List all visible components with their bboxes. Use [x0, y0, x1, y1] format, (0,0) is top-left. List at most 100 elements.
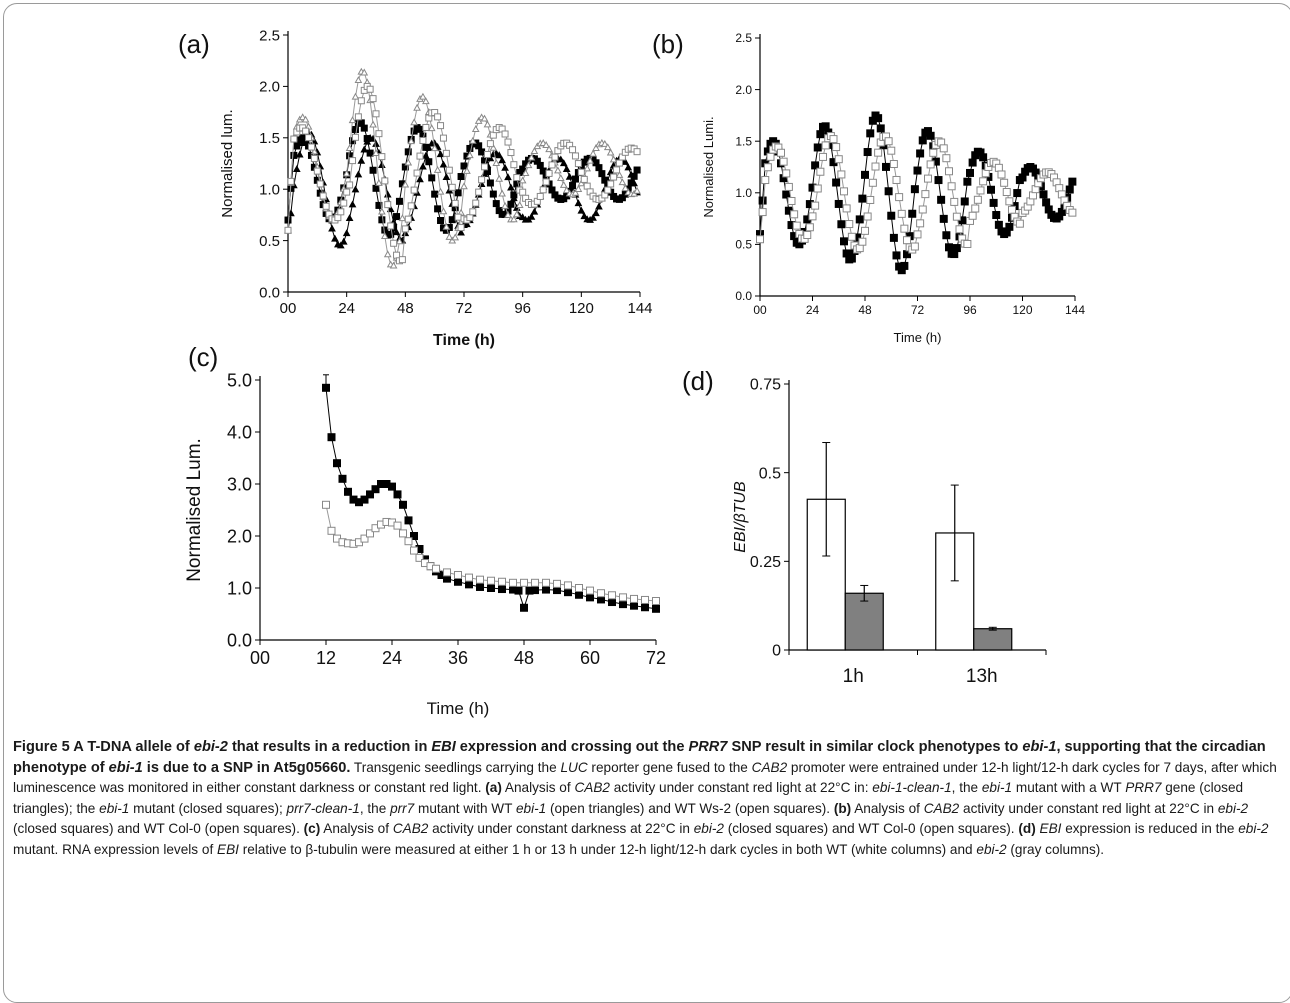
- caption-body-part: (d): [1018, 821, 1036, 836]
- y-tick-label: 0.5: [759, 465, 781, 482]
- data-point: [507, 183, 515, 191]
- data-point: [336, 241, 345, 249]
- data-point: [559, 180, 568, 188]
- data-point: [434, 113, 442, 121]
- data-point: [976, 186, 985, 195]
- caption-body-part: prr7: [390, 800, 415, 816]
- y-tick-label: 0.0: [259, 284, 280, 301]
- data-point: [968, 158, 977, 167]
- data-point: [389, 261, 398, 269]
- data-point: [460, 182, 468, 190]
- panel-label: (b): [652, 29, 684, 59]
- x-tick-label: 144: [627, 300, 652, 317]
- data-point: [779, 157, 788, 166]
- data-point: [903, 236, 911, 245]
- data-point: [360, 534, 369, 543]
- caption-body-part: Transgenic seedlings carrying the: [350, 759, 561, 775]
- data-point: [630, 594, 638, 603]
- data-point: [386, 205, 395, 213]
- data-point: [963, 239, 972, 248]
- data-point: [652, 604, 660, 613]
- data-point: [451, 199, 459, 207]
- data-point: [633, 166, 641, 174]
- data-point: [556, 155, 565, 163]
- x-tick-label: 72: [456, 300, 473, 317]
- data-point: [863, 212, 872, 221]
- data-point: [337, 208, 345, 216]
- x-tick-label: 60: [580, 648, 600, 668]
- data-point: [457, 228, 465, 236]
- data-point: [404, 158, 413, 166]
- data-point: [390, 239, 398, 247]
- data-point: [333, 459, 341, 468]
- caption-body-part: CAB2: [392, 821, 429, 836]
- data-point: [1068, 177, 1077, 186]
- y-tick-label: 1.5: [735, 134, 752, 148]
- data-point: [375, 201, 383, 209]
- data-point: [422, 143, 430, 151]
- x-tick-label: 24: [806, 303, 820, 317]
- data-point: [431, 190, 439, 198]
- data-point: [782, 169, 791, 178]
- data-point: [507, 200, 515, 208]
- y-tick-label: 4.0: [227, 422, 252, 442]
- data-point: [487, 576, 495, 585]
- data-point: [816, 167, 825, 176]
- data-point: [360, 68, 369, 76]
- data-point: [968, 211, 977, 220]
- data-point: [457, 224, 465, 232]
- data-point: [832, 178, 841, 187]
- data-point: [630, 172, 638, 180]
- panel-label: (c): [188, 342, 218, 372]
- caption-body-part: mutant with WT: [414, 800, 516, 816]
- data-point: [592, 209, 600, 217]
- data-point: [963, 177, 972, 186]
- data-point: [498, 577, 506, 586]
- caption-body-part: ebi-1: [99, 800, 130, 816]
- data-point: [340, 199, 348, 207]
- figure-caption: Figure 5 A T-DNA allele of ebi-2 that re…: [13, 737, 1278, 860]
- data-point: [575, 590, 583, 599]
- caption-body: Transgenic seedlings carrying the LUC re…: [13, 760, 1277, 857]
- data-point: [518, 213, 527, 221]
- panel-label: (d): [682, 366, 714, 396]
- data-point: [415, 553, 424, 562]
- x-tick-label: 120: [569, 300, 594, 317]
- data-point: [551, 153, 559, 161]
- data-point: [973, 195, 982, 204]
- x-tick-label: 72: [911, 303, 925, 317]
- data-point: [994, 220, 1003, 229]
- caption-body-part: reporter gene fused to the: [587, 759, 752, 775]
- y-tick-label: 1.0: [227, 578, 252, 598]
- data-point: [813, 184, 822, 193]
- data-point: [310, 154, 318, 162]
- data-point: [918, 205, 927, 214]
- data-point: [360, 145, 369, 153]
- data-point: [504, 138, 512, 146]
- data-point: [607, 180, 615, 188]
- caption-title-part: SNP result in similar clock phenotypes t…: [727, 739, 1023, 755]
- data-point: [787, 196, 796, 205]
- y-axis-label: EBI/βTUB: [732, 481, 749, 553]
- caption-title-part: is due to a SNP in At5g05660: [142, 759, 347, 776]
- data-point: [378, 216, 386, 224]
- data-point: [527, 153, 536, 161]
- caption-body-part: promoter were entrained under 12-h light…: [13, 759, 1277, 796]
- data-point: [1013, 189, 1022, 198]
- data-point: [492, 159, 501, 166]
- bar: [844, 592, 884, 651]
- caption-body-part: Analysis of: [851, 800, 924, 816]
- data-point: [419, 92, 427, 100]
- data-point: [847, 254, 856, 263]
- data-point: [803, 230, 812, 239]
- data-point: [498, 585, 506, 594]
- data-point: [468, 136, 477, 144]
- data-point: [604, 186, 612, 194]
- data-point: [507, 149, 515, 157]
- data-point: [816, 130, 825, 139]
- data-point: [758, 196, 767, 205]
- data-point: [351, 92, 360, 100]
- caption-body-part: gene (closed triangles); the: [13, 780, 1244, 816]
- x-tick-label: 48: [514, 648, 534, 668]
- data-point: [945, 243, 953, 252]
